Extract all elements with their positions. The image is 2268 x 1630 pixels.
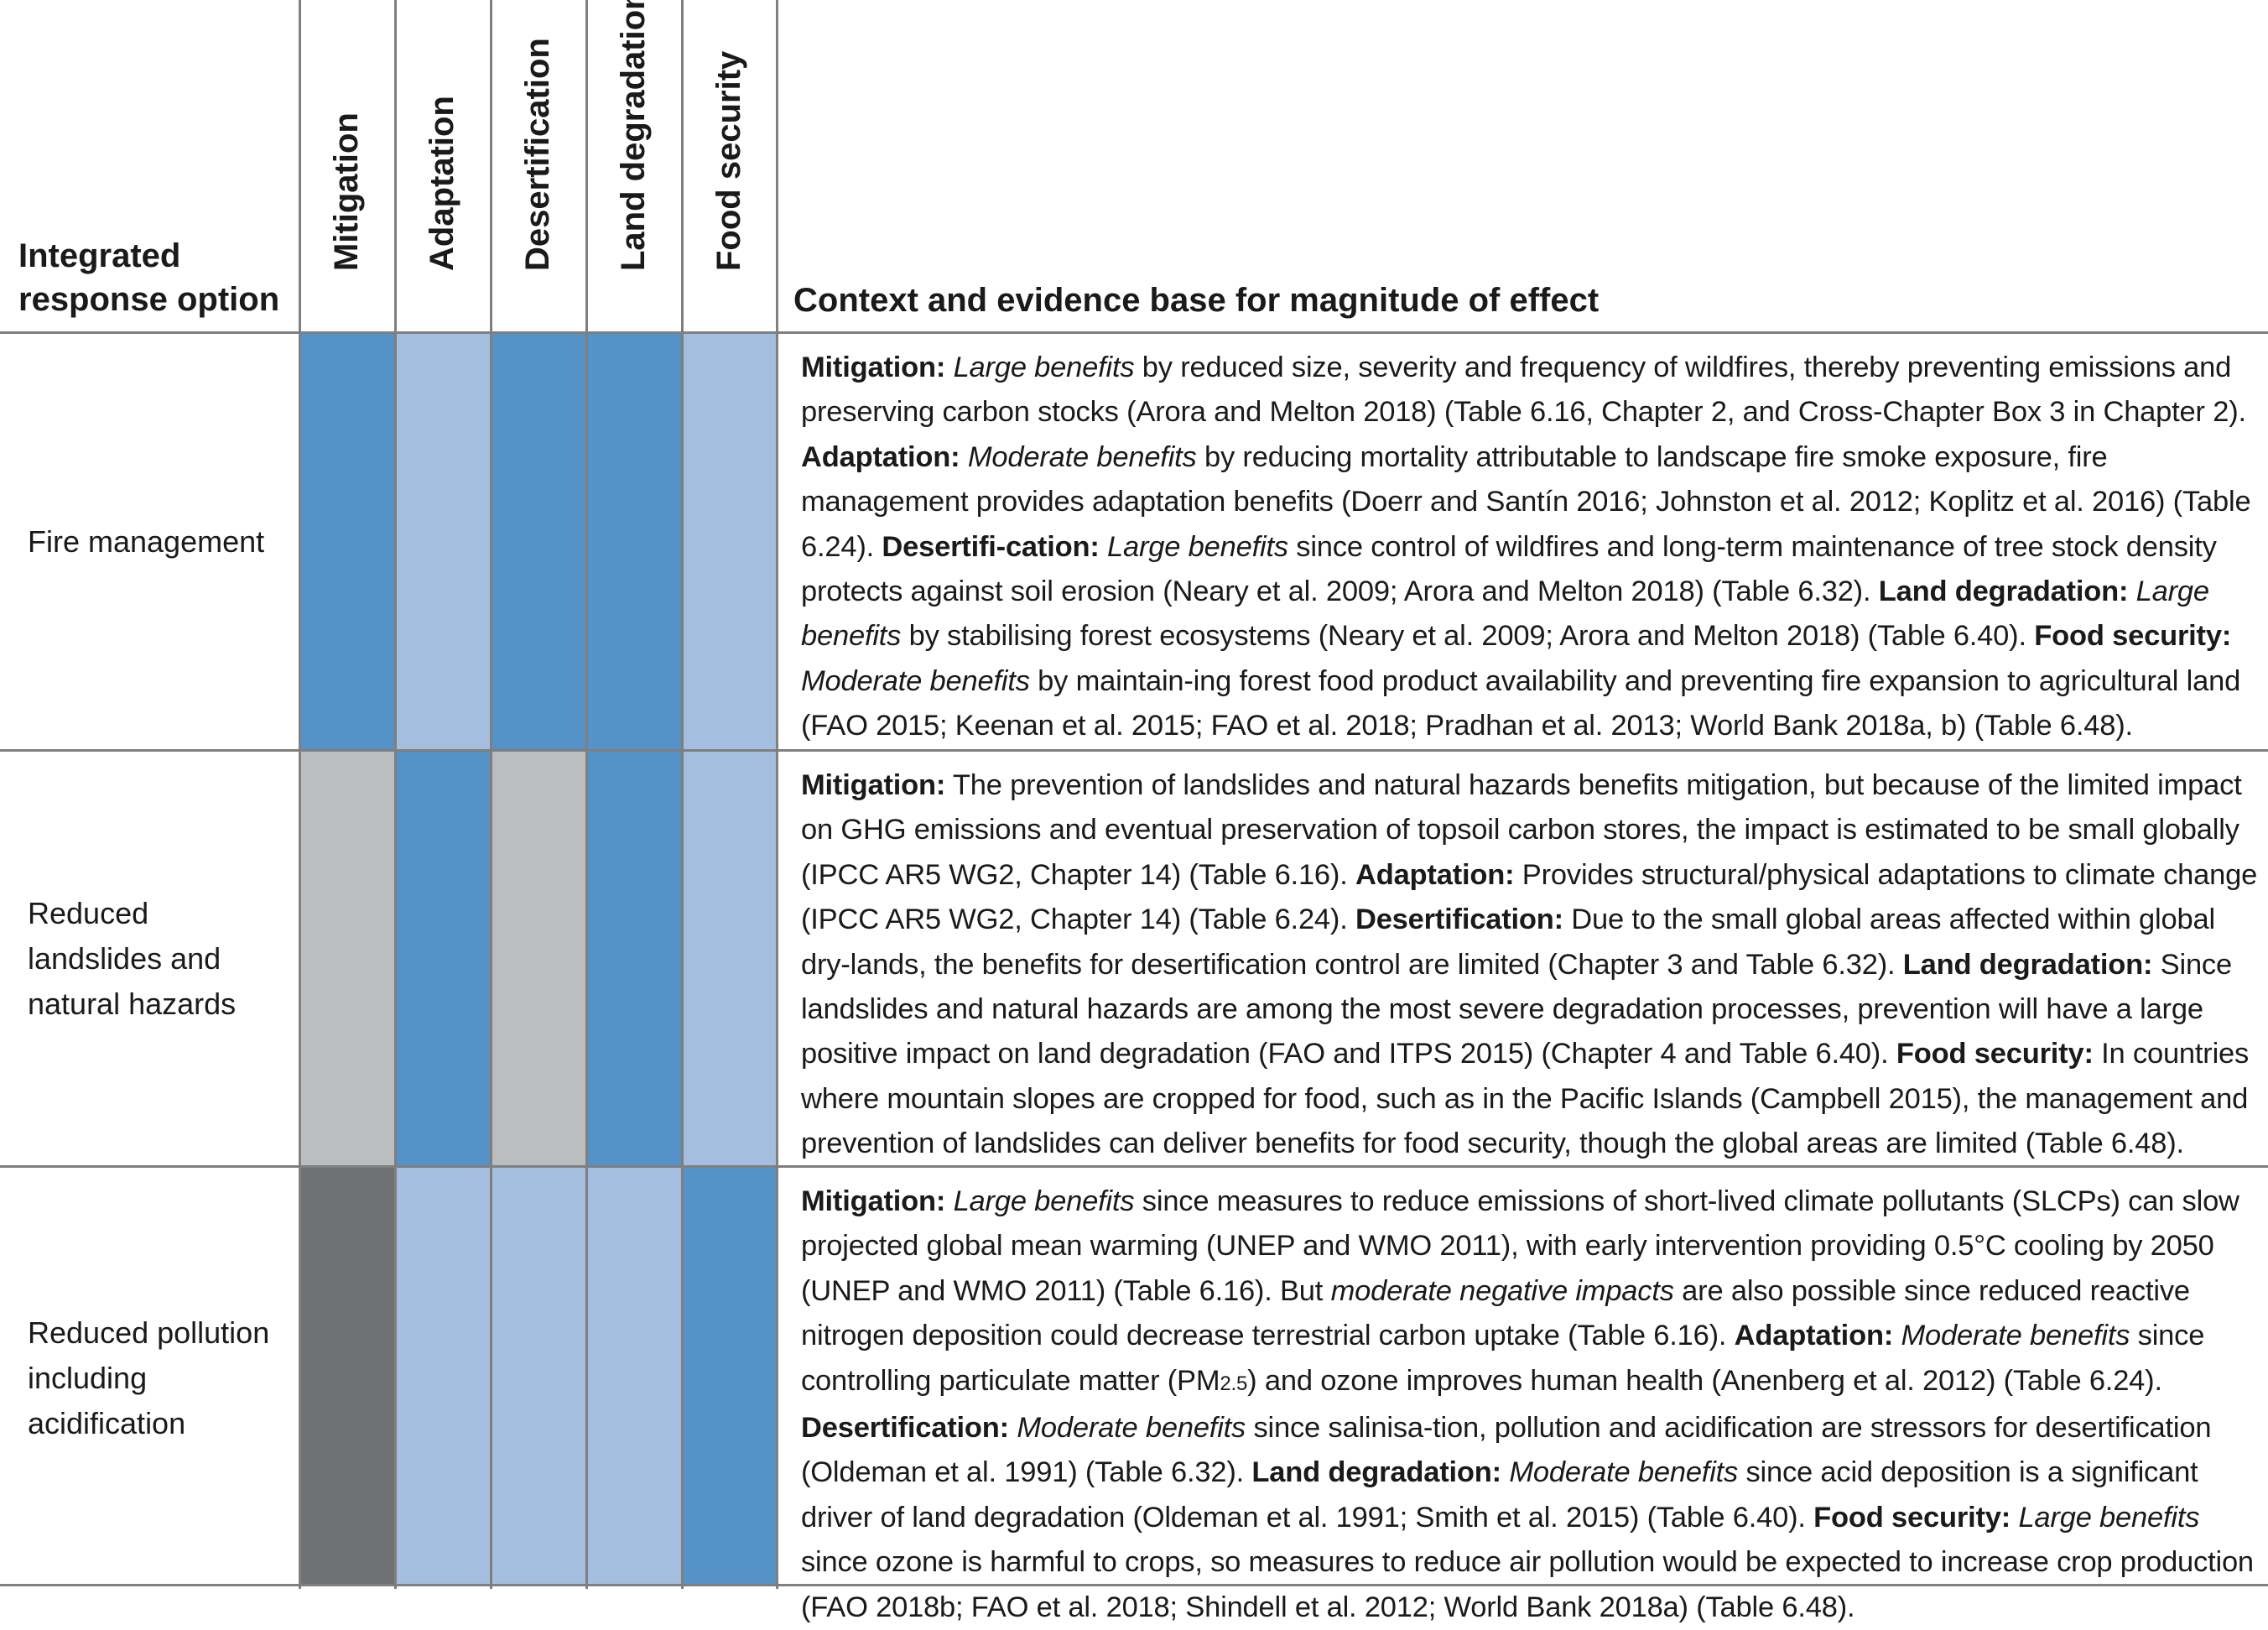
context-heading: Mitigation:	[801, 769, 946, 801]
option-cell-reduced-landslides: Reduced landslides and natural hazards	[0, 752, 299, 1165]
level-swatch	[684, 752, 776, 1165]
level-swatch	[397, 334, 490, 749]
column-header-food-security: Food security	[710, 50, 747, 271]
option-header-line2: response option	[18, 281, 280, 318]
level-swatch	[397, 1168, 490, 1584]
context-heading: Adaptation:	[801, 440, 960, 473]
level-swatch	[684, 334, 776, 749]
column-header-adaptation: Adaptation	[424, 96, 460, 271]
grid-line	[585, 0, 588, 1589]
context-subscript: 2.5	[1220, 1372, 1248, 1395]
context-emphasis: Moderate benefits	[1017, 1412, 1246, 1445]
context-heading: Land degradation:	[1878, 575, 2129, 608]
context-cell-reduced-pollution: Mitigation: Large benefits since measure…	[778, 1168, 2268, 1623]
level-swatch	[301, 752, 394, 1165]
level-swatch	[301, 334, 394, 749]
grid-line	[299, 0, 301, 1589]
context-heading: Land degradation:	[1902, 948, 2153, 981]
grid-line	[681, 0, 684, 1589]
context-heading: Desertifi-cation:	[882, 530, 1100, 563]
level-swatch	[588, 334, 681, 749]
context-heading: Mitigation:	[801, 1185, 946, 1217]
level-swatch	[492, 752, 585, 1165]
grid-line	[394, 0, 397, 1589]
context-emphasis: Large benefits	[953, 352, 1135, 383]
option-label: Reduced landslides and natural hazards	[28, 895, 237, 1021]
level-swatch	[492, 1168, 585, 1584]
context-cell-fire-management: Mitigation: Large benefits by reduced si…	[778, 334, 2268, 749]
grid-line	[0, 749, 2268, 752]
context-emphasis: Moderate benefits	[801, 664, 1030, 697]
context-emphasis: Large benefits	[801, 575, 2209, 653]
context-heading: Food security:	[1896, 1038, 2094, 1070]
level-swatch	[684, 1168, 776, 1584]
option-label: Fire management	[28, 523, 265, 559]
option-column-header: Integrated response option	[0, 0, 299, 331]
context-heading: Food security:	[1813, 1501, 2011, 1534]
grid-line	[0, 1584, 2268, 1586]
option-header-line1: Integrated	[18, 237, 181, 274]
grid-line	[776, 0, 778, 1589]
level-swatch	[397, 752, 490, 1165]
context-emphasis: Moderate benefits	[967, 440, 1197, 473]
context-text: Mitigation: Large benefits since measure…	[801, 1185, 2254, 1623]
level-swatch	[588, 1168, 681, 1584]
column-header-mitigation: Mitigation	[328, 112, 365, 271]
context-heading: Desertification:	[801, 1412, 1009, 1445]
context-emphasis: Large benefits	[953, 1185, 1135, 1217]
context-heading: Land degradation:	[1251, 1456, 1501, 1489]
option-cell-fire-management: Fire management	[0, 334, 299, 749]
context-emphasis: Moderate benefits	[1901, 1320, 2130, 1352]
column-header-desertification: Desertification	[519, 38, 556, 271]
grid-line	[0, 331, 2268, 334]
context-cell-reduced-landslides: Mitigation: The prevention of landslides…	[778, 752, 2268, 1165]
context-heading: Mitigation:	[801, 352, 946, 383]
column-header-land-degradation: Land degradation	[615, 0, 652, 271]
context-emphasis: moderate negative impacts	[1330, 1274, 1674, 1307]
context-heading: Desertification:	[1355, 904, 1563, 936]
context-heading: Food security:	[2034, 620, 2232, 653]
context-text: Mitigation: The prevention of landslides…	[801, 769, 2258, 1160]
grid-line	[490, 0, 492, 1589]
context-emphasis: Large benefits	[1107, 530, 1288, 563]
grid-line	[0, 1165, 2268, 1168]
level-swatch	[588, 752, 681, 1165]
context-emphasis: Large benefits	[2018, 1501, 2200, 1534]
level-swatch	[492, 334, 585, 749]
context-column-header: Context and evidence base for magnitude …	[793, 282, 1600, 319]
option-cell-reduced-pollution: Reduced pollution including acidificatio…	[0, 1168, 299, 1589]
context-emphasis: Moderate benefits	[1509, 1456, 1739, 1489]
context-text: Mitigation: Large benefits by reduced si…	[801, 352, 2251, 742]
level-swatch	[301, 1168, 394, 1584]
context-heading: Adaptation:	[1355, 858, 1515, 891]
context-heading: Adaptation:	[1734, 1320, 1894, 1352]
option-label: Reduced pollution including acidificatio…	[28, 1315, 270, 1440]
